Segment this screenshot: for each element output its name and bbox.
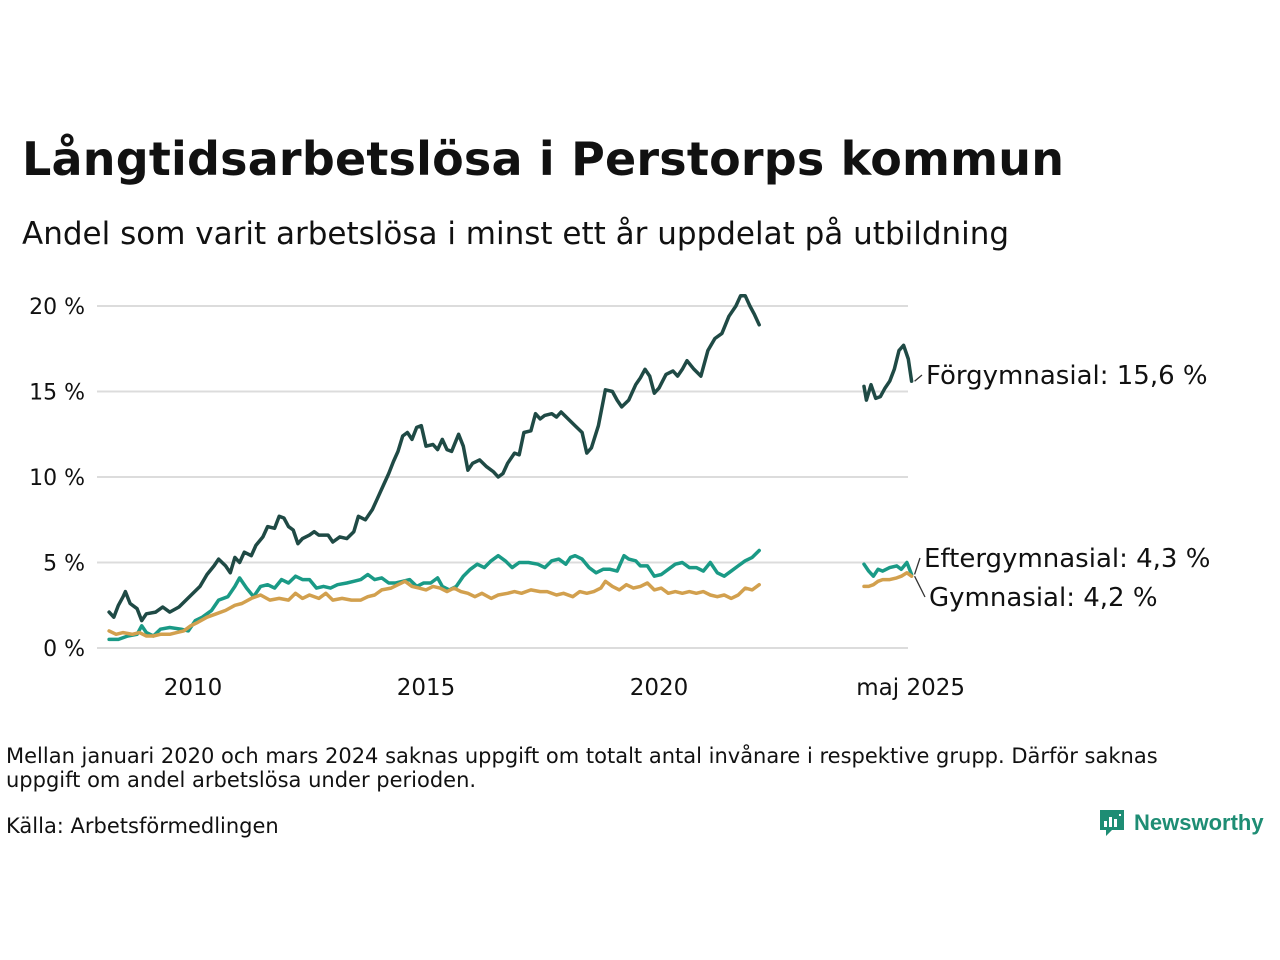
end-label-gymnasial: Gymnasial: 4,2 % — [929, 583, 1158, 613]
series-line-gymnasial-segment-2 — [862, 571, 914, 589]
footnote: Mellan januari 2020 och mars 2024 saknas… — [6, 744, 1158, 792]
leader-line-förgymnasial — [914, 374, 923, 382]
y-axis-tick-labels: 0 % 5 % 10 % 15 % 20 % — [29, 295, 85, 662]
y-tick-label: 5 % — [43, 552, 85, 577]
chart-title: Långtidsarbetslösa i Perstorps kommun — [22, 132, 1065, 186]
series-line-eftergymnasial-segment-2 — [862, 560, 914, 578]
end-label-förgymnasial: Förgymnasial: 15,6 % — [926, 361, 1208, 391]
y-tick-label: 10 % — [29, 466, 85, 491]
leader-line-gymnasial — [913, 575, 926, 598]
series-line-förgymnasial-segment-2 — [862, 343, 914, 402]
y-tick-label: 15 % — [29, 381, 85, 406]
leader-line-eftergymnasial — [913, 557, 921, 575]
source-note: Källa: Arbetsförmedlingen — [6, 814, 279, 838]
series-line-eftergymnasial-segment-1 — [107, 548, 761, 642]
line-chart: 0 %5 %10 %15 %20 % 2010 2015 2020 maj 2025 … — [29, 293, 1210, 701]
series-line-förgymnasial-segment-1 — [107, 293, 761, 623]
x-axis-tick-labels: 2010 2015 2020 maj 2025 — [164, 675, 965, 701]
x-tick-label: maj 2025 — [856, 675, 965, 701]
newsworthy-logo[interactable]: Newsworthy — [1098, 808, 1264, 838]
series-lines — [107, 293, 914, 642]
x-tick-label: 2015 — [397, 675, 456, 701]
y-tick-label: 0 % — [43, 637, 85, 662]
chart-subtitle: Andel som varit arbetslösa i minst ett å… — [22, 216, 1010, 252]
series-line-gymnasial-segment-1 — [107, 579, 761, 638]
x-tick-label: 2020 — [630, 675, 689, 701]
end-label-eftergymnasial: Eftergymnasial: 4,3 % — [924, 544, 1210, 574]
x-tick-label: 2010 — [164, 675, 223, 701]
series-end-labels: Förgymnasial: 15,6 % Eftergymnasial: 4,3 … — [913, 361, 1210, 613]
bar-chart-bubble-icon — [1100, 810, 1124, 836]
brand-name: Newsworthy — [1134, 810, 1264, 835]
grid-lines — [97, 305, 908, 649]
y-tick-label: 20 % — [29, 295, 85, 320]
